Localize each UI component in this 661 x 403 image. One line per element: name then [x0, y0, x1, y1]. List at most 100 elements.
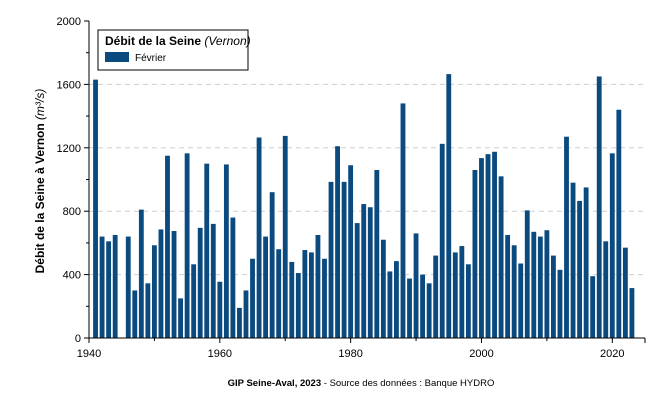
- bar: [361, 204, 367, 338]
- legend-swatch: [105, 52, 129, 62]
- bar: [505, 234, 511, 338]
- bar: [524, 210, 530, 338]
- x-axis-ticks: 1940 1960 1980 2000 2020: [77, 338, 646, 360]
- bar: [407, 278, 412, 338]
- bar: [367, 207, 373, 338]
- bar: [446, 74, 452, 338]
- y-axis-unit: (m³/s): [33, 89, 47, 120]
- bar: [125, 236, 131, 338]
- bar: [380, 239, 386, 338]
- bar: [184, 153, 190, 338]
- bar: [256, 137, 262, 338]
- bar: [243, 290, 249, 338]
- bar: [230, 217, 236, 338]
- y-tick-label: 400: [63, 270, 81, 282]
- bar: [138, 209, 144, 338]
- legend-title-note: (Vernon): [204, 34, 250, 48]
- bar: [583, 187, 589, 338]
- bar: [308, 252, 314, 338]
- bar: [420, 274, 426, 338]
- bar: [577, 200, 583, 338]
- bar: [132, 290, 138, 338]
- bar: [433, 255, 439, 338]
- bar: [557, 269, 563, 338]
- source-note-bold: GIP Seine-Aval, 2023: [228, 378, 321, 389]
- bar: [354, 223, 360, 338]
- y-tick-label: 1600: [57, 79, 81, 91]
- x-tick-label: 1980: [338, 348, 362, 360]
- y-tick-label: 2000: [57, 16, 81, 28]
- bar: [237, 307, 242, 338]
- y-tick-label: 1200: [57, 143, 81, 155]
- bar: [282, 135, 288, 338]
- bar: [93, 79, 98, 339]
- bar: [485, 154, 491, 338]
- bar: [158, 229, 164, 338]
- bar: [498, 176, 504, 338]
- y-tick-label: 0: [75, 333, 81, 345]
- bar: [250, 258, 255, 338]
- source-note: GIP Seine-Aval, 2023 - Source des donnée…: [228, 378, 495, 389]
- bar: [269, 192, 275, 338]
- y-axis-title: Débit de la Seine à Vernon (m³/s): [33, 89, 47, 274]
- bar: [348, 165, 354, 338]
- bar: [322, 258, 327, 338]
- bar: [178, 298, 183, 338]
- legend-title: Débit de la Seine (Vernon): [105, 34, 251, 48]
- bar: [191, 264, 197, 338]
- bar: [99, 236, 105, 338]
- bar: [387, 271, 393, 338]
- bar: [459, 246, 465, 338]
- source-note-rest: - Source des données : Banque HYDRO: [321, 378, 494, 389]
- legend-entry-label: Février: [135, 53, 167, 64]
- bar: [204, 163, 210, 338]
- bar: [295, 273, 301, 338]
- bar: [289, 261, 295, 338]
- bar: [151, 245, 157, 338]
- bar: [112, 234, 118, 338]
- bar: [479, 158, 484, 338]
- bar: [551, 255, 556, 338]
- bar: [426, 283, 432, 338]
- y-tick-label: 800: [63, 206, 81, 218]
- bar: [276, 249, 282, 338]
- bar: [145, 283, 151, 338]
- bar: [629, 288, 635, 338]
- bar: [452, 252, 458, 338]
- bar: [223, 164, 229, 338]
- bar: [106, 241, 112, 338]
- x-tick-label: 1940: [77, 348, 101, 360]
- bar: [413, 233, 419, 338]
- bar: [210, 223, 216, 338]
- bar: [394, 261, 399, 338]
- bar: [570, 182, 576, 338]
- bar: [472, 169, 478, 338]
- bar: [616, 109, 622, 338]
- bar: [341, 181, 347, 338]
- bar: [603, 241, 609, 338]
- x-tick-label: 2000: [469, 348, 493, 360]
- bar: [374, 169, 380, 338]
- bar: [596, 76, 602, 338]
- bar: [531, 231, 537, 338]
- bar: [439, 143, 445, 338]
- bar: [315, 234, 321, 338]
- legend-box: [97, 29, 249, 71]
- bar: [400, 103, 406, 338]
- bar: [328, 181, 334, 338]
- bar: [564, 136, 569, 338]
- bar: [263, 236, 269, 338]
- bar: [197, 227, 203, 338]
- legend: Débit de la Seine (Vernon) Février: [97, 29, 251, 71]
- x-tick-label: 1960: [208, 348, 232, 360]
- bar: [609, 153, 615, 338]
- legend-title-text: Débit de la Seine: [105, 34, 201, 48]
- bar: [590, 276, 596, 338]
- y-axis-ticks: 0 400 800 1200 1600 2000: [57, 16, 89, 345]
- bar: [171, 231, 177, 338]
- bar: [492, 151, 497, 338]
- x-tick-label: 2020: [600, 348, 624, 360]
- bars: [93, 74, 635, 339]
- bar: [518, 263, 524, 338]
